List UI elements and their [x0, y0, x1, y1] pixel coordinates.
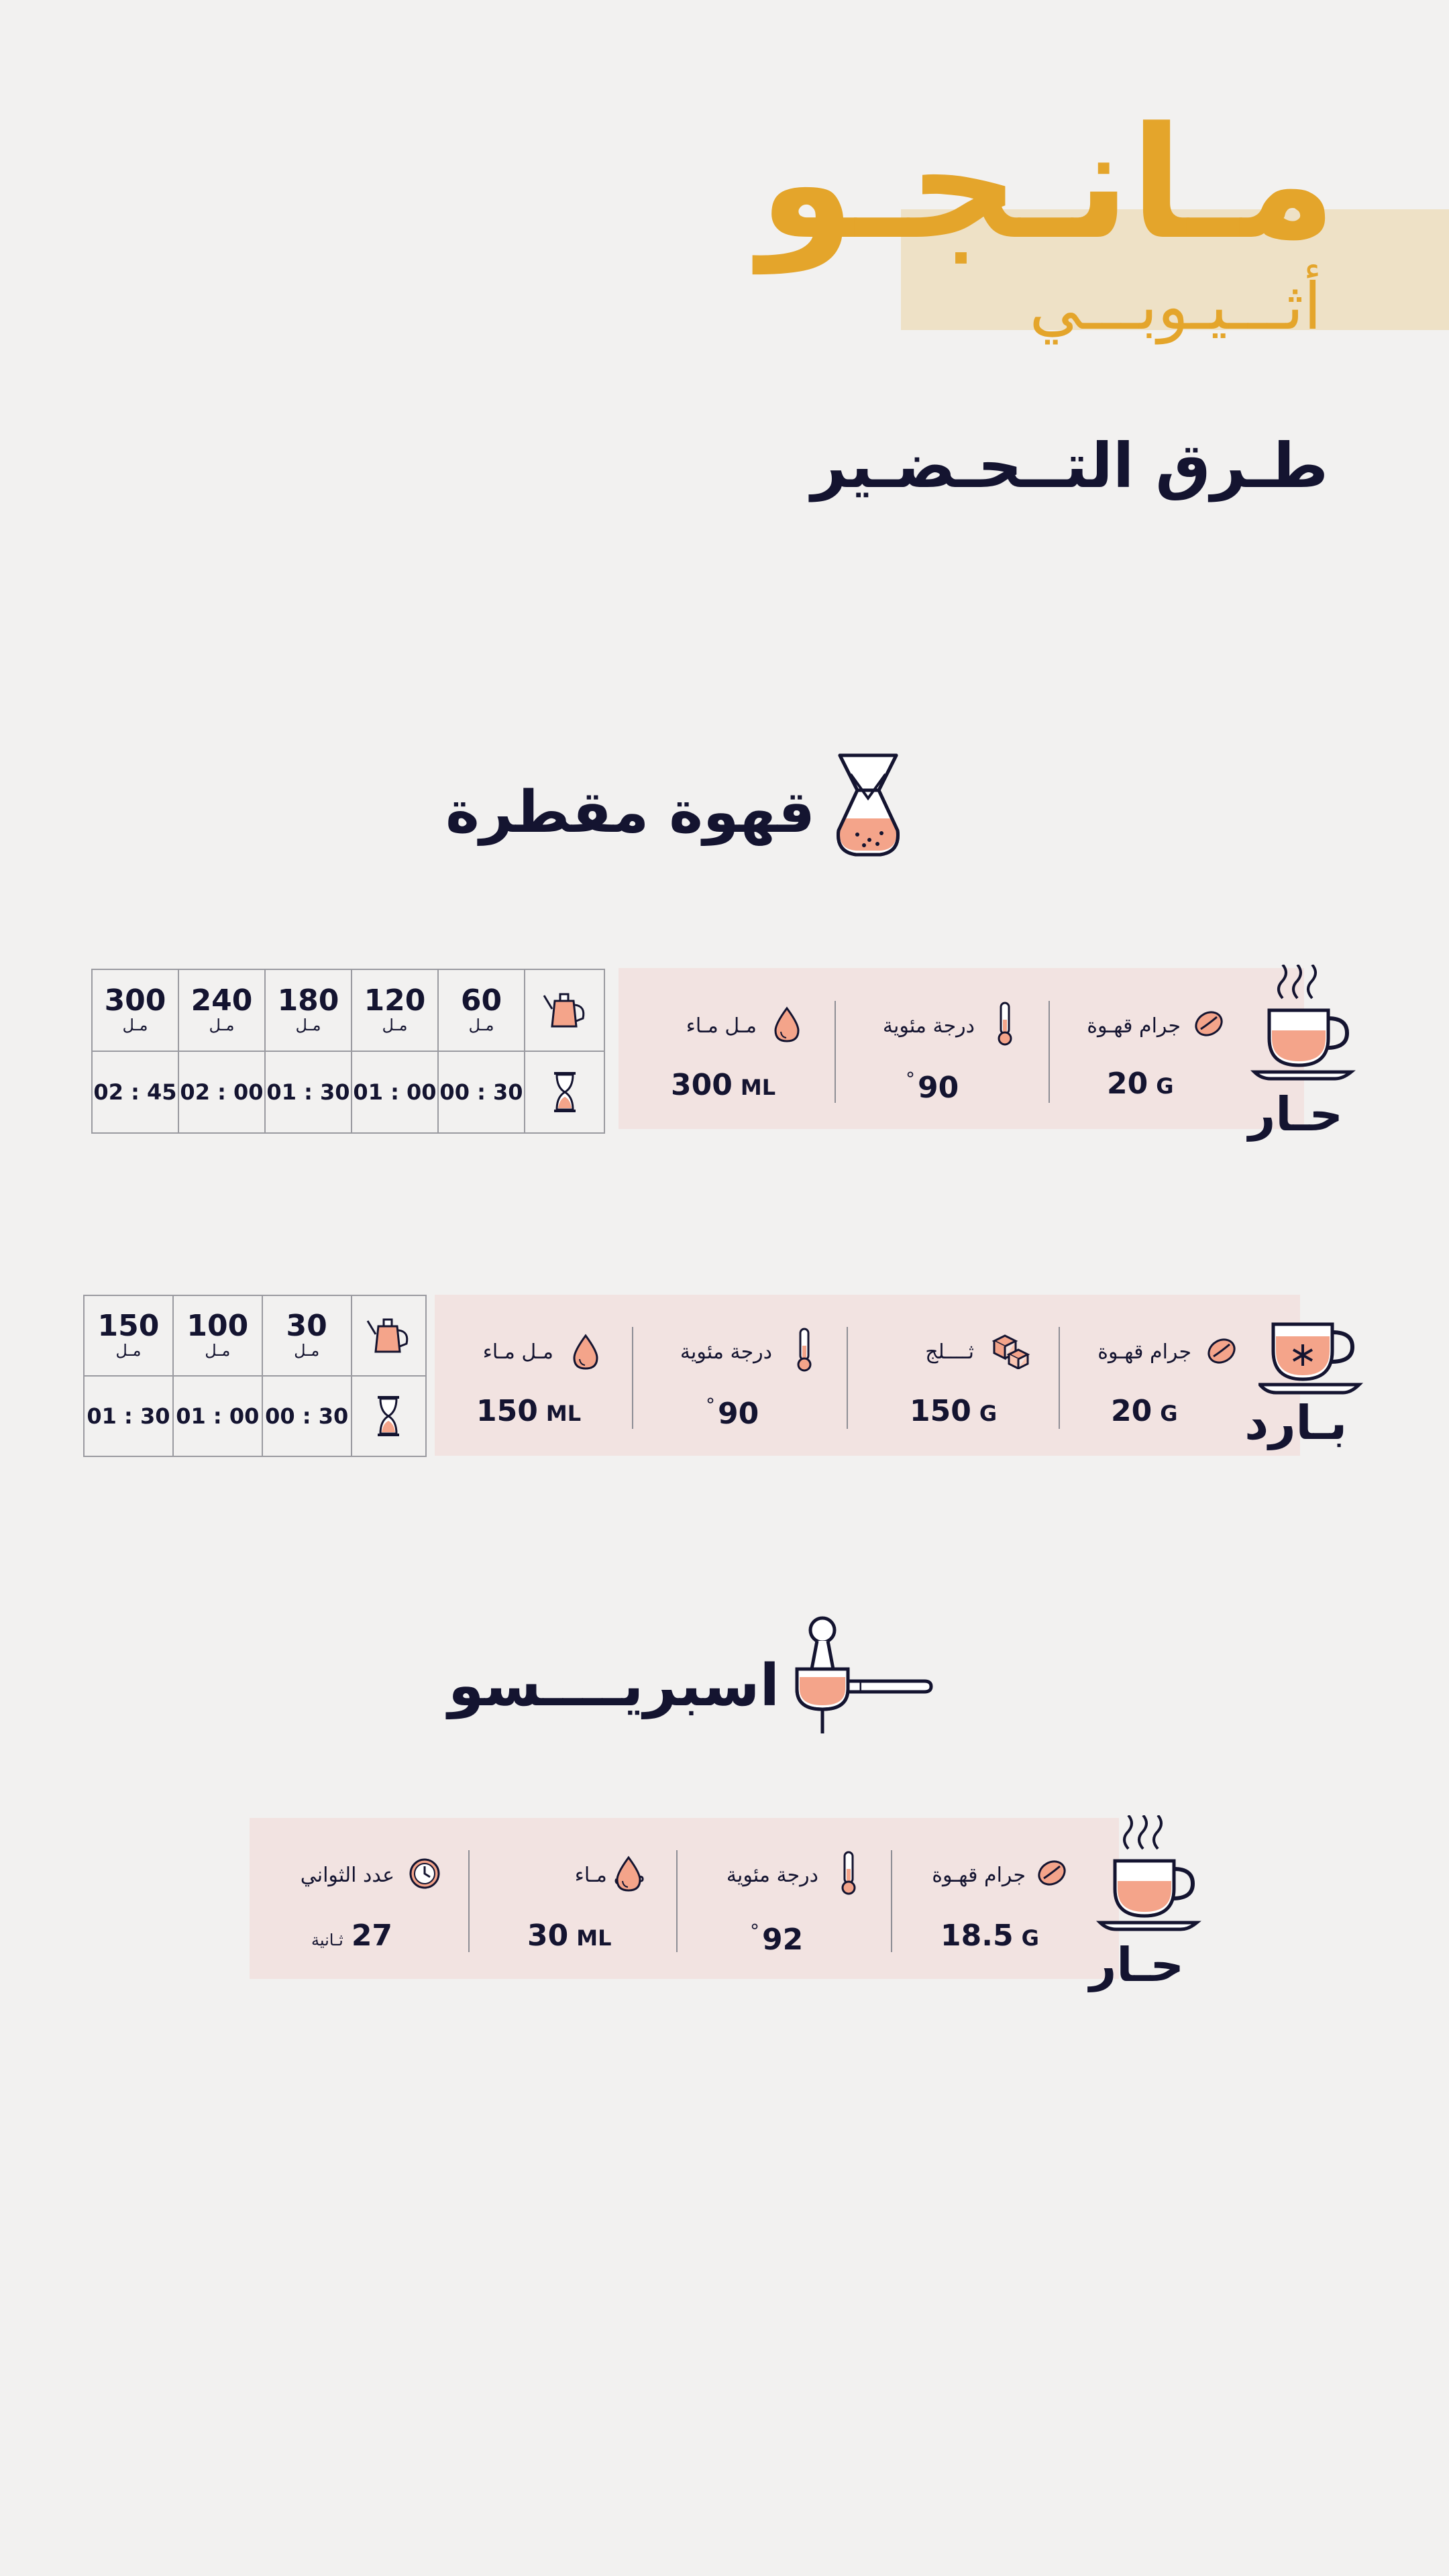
drip-section-title: قهوة مقطرة	[445, 779, 815, 846]
thermometer-icon	[794, 1327, 814, 1373]
methods-title: طـرق التــحـضـير	[811, 430, 1328, 502]
pour-cell: 300 مـل	[91, 969, 179, 1052]
drip-cold-card	[435, 1295, 1300, 1456]
time-cell: 01 : 00	[351, 1051, 439, 1134]
coffee-bean-icon	[1036, 1857, 1068, 1889]
header-band	[901, 209, 1449, 330]
stat-value: 150 ML	[476, 1394, 582, 1428]
time-cell: 01 : 00	[172, 1375, 263, 1457]
water-drop-icon	[773, 1006, 801, 1044]
stat-divider	[1049, 1001, 1050, 1103]
time-cell: 02 : 00	[178, 1051, 266, 1134]
stat-value: °90	[906, 1068, 959, 1105]
stat-value: 18.5 G	[941, 1919, 1039, 1953]
stat-label: درجة مئوية	[726, 1864, 818, 1887]
drip-hot-label: حـار	[1248, 1087, 1343, 1142]
drip-hot-pour-table: 300 مـل 240 مـل 180 مـل 120 مـل 60 مـل 02 : 4…	[91, 969, 605, 1134]
stat-label: جرام قهـوة	[1097, 1340, 1191, 1364]
ice-cubes-icon	[990, 1332, 1030, 1369]
espresso-hot-card	[250, 1818, 1119, 1979]
thermometer-icon	[839, 1850, 859, 1896]
stat-label: مـل مـاء	[686, 1014, 757, 1038]
stat-label: درجة مئوية	[882, 1014, 975, 1038]
stat-divider	[847, 1327, 848, 1429]
pour-cell: 240 مـل	[178, 969, 266, 1052]
stat-label: ثــــلج	[925, 1340, 974, 1364]
stat-divider	[468, 1850, 470, 1952]
coffee-bean-icon	[1205, 1335, 1238, 1367]
stat-label: جرام قهـوة	[1087, 1014, 1181, 1038]
stat-divider	[632, 1327, 633, 1429]
pour-cell: 150 مـل	[83, 1295, 174, 1377]
stat-label: عدد الثواني	[300, 1864, 394, 1887]
drip-cold-label: بـارد	[1244, 1395, 1347, 1450]
pour-cell: 180 مـل	[264, 969, 352, 1052]
stat-divider	[835, 1001, 836, 1103]
time-cell: 00 : 30	[261, 1375, 352, 1457]
pour-cell: 30 مـل	[261, 1295, 352, 1377]
brand-name: مـانـجـو	[759, 95, 1340, 274]
stat-label: درجة مئوية	[680, 1340, 772, 1364]
stat-value: 150 G	[910, 1394, 998, 1428]
time-cell: 02 : 45	[91, 1051, 179, 1134]
chemex-icon	[830, 751, 906, 859]
coffee-bean-icon	[1193, 1008, 1225, 1040]
origin-label: أثـــيـوبـــي	[1029, 269, 1322, 344]
hot-cup-icon	[1249, 965, 1356, 1083]
kettle-icon	[350, 1295, 427, 1377]
stat-divider	[891, 1850, 892, 1952]
stat-value: °90	[706, 1394, 759, 1431]
time-cell: 01 : 30	[83, 1375, 174, 1457]
thermometer-icon	[995, 1001, 1015, 1046]
stat-value: 30 ML	[527, 1919, 612, 1953]
time-cell: 01 : 30	[264, 1051, 352, 1134]
espresso-section-title: اسبريــــسو	[448, 1652, 780, 1719]
stat-label: مـل مـاء	[482, 1340, 553, 1364]
drip-cold-pour-table: 150 مـل 100 مـل 30 مـل 01 : 30 01 : 00 00 :…	[83, 1295, 427, 1457]
iced-cup-icon	[1258, 1315, 1366, 1395]
pour-cell: 60 مـل	[437, 969, 525, 1052]
espresso-hot-label: حـار	[1089, 1937, 1184, 1992]
water-drop-icon	[614, 1856, 643, 1893]
stat-value: 20 G	[1111, 1394, 1178, 1428]
hourglass-icon	[524, 1051, 605, 1134]
hot-cup-icon	[1095, 1815, 1202, 1933]
portafilter-icon	[793, 1615, 934, 1737]
water-drop-icon	[572, 1334, 600, 1371]
stat-value: 300 ML	[671, 1068, 776, 1102]
time-cell: 00 : 30	[437, 1051, 525, 1134]
hourglass-icon	[350, 1375, 427, 1457]
drip-hot-card	[619, 968, 1304, 1129]
pour-cell: 120 مـل	[351, 969, 439, 1052]
clock-icon	[408, 1857, 441, 1890]
pour-cell: 100 مـل	[172, 1295, 263, 1377]
stat-value: °92	[750, 1920, 804, 1957]
stat-divider	[1059, 1327, 1060, 1429]
stat-divider	[676, 1850, 678, 1952]
kettle-icon	[524, 969, 605, 1052]
stat-label: جرام قهـوة	[932, 1864, 1026, 1887]
stat-value: 27ثـانية	[311, 1919, 393, 1953]
stat-value: 20 G	[1107, 1067, 1174, 1101]
